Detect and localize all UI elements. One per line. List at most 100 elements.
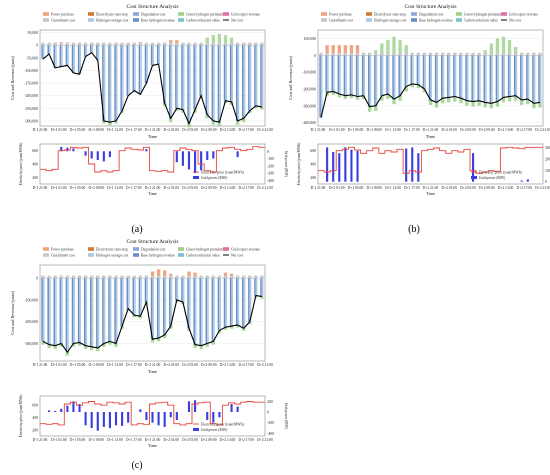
bar-storage-cost (369, 55, 372, 107)
bar-base-revenue (53, 45, 56, 68)
bar-curtailment (520, 52, 524, 56)
y-tick-label: -300,000 (24, 119, 38, 124)
legend-swatch (88, 12, 94, 16)
legend-label: Power purchase (51, 13, 74, 17)
bar-green-below (355, 96, 360, 100)
bar-green-below (138, 316, 143, 319)
bar-green-below (453, 96, 457, 102)
legend-swatch (366, 18, 372, 22)
legend-label: Curtailment cost (329, 19, 353, 23)
grid-power-bar (212, 151, 215, 159)
bar-green-below (205, 114, 209, 119)
bar-base-revenue (392, 55, 394, 100)
y-tick-label: -400,000 (302, 121, 316, 126)
sub-x-tick-label: D+2 09:00 (201, 186, 217, 190)
bar-storage-cost (122, 45, 124, 111)
bar-storage-cost (357, 55, 360, 97)
bar-curtailment (248, 42, 252, 46)
legend-label: Green hydrogen premium (186, 248, 223, 252)
grid-power-bar (350, 149, 353, 182)
bar-curtailment (102, 42, 106, 46)
bar-storage-cost (116, 45, 118, 121)
bar-green-below (477, 100, 481, 106)
bar-green-premium (211, 35, 215, 46)
sub-x-tick-label: D+2 21:00 (257, 438, 273, 442)
legend-swatch (88, 253, 94, 257)
x-tick-label: D+2 01:00 (441, 128, 457, 132)
bar-curtailment (380, 52, 384, 56)
bar-green-below (175, 108, 179, 111)
x-tick-label: D+1 09:00 (88, 363, 104, 367)
panel-1: Cost Structure Analysis Power purchase Cur… (10, 4, 288, 235)
y-tick-label: -100,000 (24, 69, 38, 74)
legend-swatch (411, 18, 417, 22)
bar-green-below (337, 94, 341, 98)
bar-curtailment (489, 52, 493, 56)
legend-label: Net cost (509, 19, 521, 23)
y-tick-label: -200,000 (24, 94, 38, 99)
bar-curtailment (126, 42, 130, 46)
legend-label: Electrolyzer start-stop (96, 13, 128, 17)
legend-label: Degradation cost (141, 13, 165, 17)
bar-curtailment (59, 275, 63, 279)
bar-power-purchase (162, 270, 167, 279)
legend-swatch (43, 247, 49, 251)
bar-curtailment (398, 52, 402, 56)
bar-curtailment (513, 52, 518, 56)
bar-green-below (374, 105, 378, 111)
sub-x-tick-label: D+1 17:00 (126, 438, 142, 442)
bar-storage-cost (85, 45, 88, 57)
bar-curtailment (471, 52, 475, 56)
bar-curtailment (41, 42, 45, 46)
bar-green-premium (374, 50, 378, 56)
legend-swatch (456, 12, 462, 16)
bar-curtailment (343, 52, 348, 56)
bar-curtailment (90, 275, 94, 279)
bar-base-revenue (187, 278, 189, 329)
bar-base-revenue (242, 278, 244, 329)
bar-base-revenue (90, 45, 92, 53)
bar-storage-cost (146, 45, 148, 84)
bar-base-revenue (211, 45, 214, 121)
legend-swatch (223, 247, 229, 251)
bar-green-below (260, 107, 264, 110)
bar-base-revenue (235, 45, 238, 121)
grid-power-bar (90, 151, 93, 159)
sub-x-tick-label: D+1 01:00 (51, 438, 67, 442)
bar-green-below (132, 315, 136, 318)
bar-storage-cost (442, 55, 445, 99)
bar-curtailment (242, 275, 246, 279)
sub-y-left-tick: 400 (32, 416, 38, 420)
bar-storage-cost (152, 45, 155, 66)
legend-swatch (88, 247, 94, 251)
x-tick-label: D+2 13:00 (498, 128, 514, 132)
grid-power-bar (326, 147, 329, 182)
bar-curtailment (392, 52, 396, 56)
bar-base-revenue (211, 278, 214, 342)
bar-curtailment (90, 42, 94, 46)
sub-x-tick-label: D+1 01:00 (329, 186, 345, 190)
y-tick-label: -300,000 (24, 342, 38, 347)
bar-green-premium (217, 33, 222, 46)
bar-green-below (114, 343, 118, 347)
x-tick-label: D+1 21:00 (423, 128, 439, 132)
x-tick-label: D+1 09:00 (88, 128, 104, 132)
bar-curtailment (169, 275, 173, 279)
bar-base-revenue (193, 45, 195, 110)
bar-storage-cost (485, 55, 487, 103)
y-tick-label: -50,000 (26, 56, 38, 61)
grid-power-bar (108, 412, 111, 428)
bar-storage-cost (539, 55, 542, 103)
bar-power-purchase (349, 45, 354, 56)
bar-storage-cost (61, 45, 63, 67)
bar-green-below (193, 109, 197, 113)
bar-curtailment (217, 275, 222, 279)
sub-x-tick-label: D+2 09:00 (201, 438, 217, 442)
sub-x-tick-label: D+1 09:00 (88, 186, 104, 190)
bar-green-below (77, 342, 82, 346)
x-tick-label: D+2 05:00 (182, 128, 198, 132)
sub-legend-grid-swatch (193, 176, 199, 179)
bar-storage-cost (219, 278, 221, 331)
x-tick-label: D-1 21:00 (33, 363, 48, 367)
bar-curtailment (53, 42, 57, 46)
